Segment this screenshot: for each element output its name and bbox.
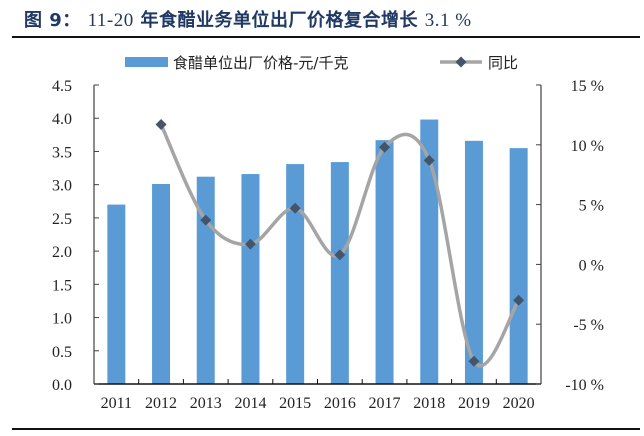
left-tick-label: 3.5	[52, 144, 72, 161]
bar-2013	[196, 176, 215, 384]
legend-bar-swatch	[125, 57, 168, 67]
x-tick-label: 2020	[503, 395, 535, 412]
title-value: 3.1 %	[424, 10, 472, 31]
title-range: 11-20	[87, 10, 134, 31]
diamond-marker-icon	[244, 238, 256, 250]
bar-2015	[286, 164, 305, 384]
x-tick-label: 2016	[324, 395, 356, 412]
bar-2019	[464, 140, 483, 384]
left-tick-label: 1.0	[52, 311, 72, 328]
diamond-marker-icon	[155, 118, 167, 130]
left-tick-label: 4.5	[52, 78, 72, 95]
title-divider	[12, 36, 640, 38]
figure-label: 图 9：	[24, 10, 81, 31]
legend-diamond-icon	[455, 56, 467, 68]
left-tick-label: 2.0	[52, 244, 72, 261]
diamond-marker-icon	[334, 249, 346, 261]
right-tick-label: 15 %	[571, 78, 604, 95]
left-tick-label: 0.0	[52, 377, 72, 394]
diamond-marker-icon	[513, 294, 525, 306]
footer-divider	[12, 428, 640, 430]
bar-2017	[375, 140, 394, 384]
x-tick-label: 2019	[458, 395, 490, 412]
x-tick-label: 2018	[413, 395, 445, 412]
x-tick-label: 2013	[190, 395, 222, 412]
x-tick-label: 2017	[369, 395, 401, 412]
diamond-marker-icon	[200, 214, 212, 226]
bar-2012	[152, 184, 171, 384]
right-tick-label: -5 %	[573, 317, 604, 334]
x-tick-label: 2014	[234, 395, 266, 412]
diamond-marker-icon	[423, 154, 435, 166]
legend-bar-label: 食醋单位出厂价格-元/千克	[173, 54, 348, 72]
diamond-marker-icon	[289, 202, 301, 214]
chart-title: 图 9： 11-20 年食醋业务单位出厂价格复合增长 3.1 %	[24, 6, 472, 32]
diamond-marker-icon	[379, 141, 391, 153]
bar-2014	[241, 174, 260, 384]
left-tick-label: 3.0	[52, 178, 72, 195]
right-tick-label: 0 %	[579, 257, 604, 274]
bar-2011	[107, 204, 126, 384]
yoy-line	[159, 122, 521, 368]
x-tick-label: 2011	[101, 395, 132, 412]
right-tick-label: 5 %	[579, 198, 604, 215]
bar-2018	[420, 119, 439, 384]
left-tick-label: 2.5	[52, 211, 72, 228]
left-tick-label: 1.5	[52, 277, 72, 294]
x-tick-label: 2012	[145, 395, 177, 412]
right-tick-label: 10 %	[571, 138, 604, 155]
title-text: 年食醋业务单位出厂价格复合增长	[140, 10, 418, 31]
diamond-marker-icon	[468, 355, 480, 367]
legend-line-label: 同比	[488, 54, 518, 72]
left-tick-label: 0.5	[52, 344, 72, 361]
right-tick-label: -10 %	[565, 377, 604, 394]
bar-2020	[509, 148, 528, 384]
left-tick-label: 4.0	[52, 111, 72, 128]
x-tick-label: 2015	[279, 395, 311, 412]
bar-2016	[330, 162, 349, 384]
